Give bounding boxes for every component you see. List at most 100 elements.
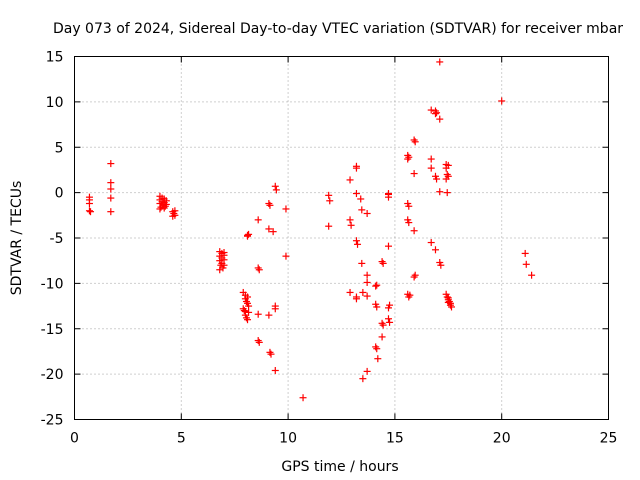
data-point: [379, 259, 387, 267]
plot-frame: [74, 56, 609, 420]
data-point: [384, 242, 392, 250]
data-point: [85, 207, 93, 215]
data-point: [107, 160, 115, 168]
data-point: [266, 348, 274, 356]
y-tick-label: -25: [41, 413, 64, 429]
data-point: [444, 161, 452, 169]
data-point: [444, 294, 452, 302]
data-point: [346, 216, 354, 224]
x-tick-label: 5: [177, 431, 186, 447]
y-tick-label: 5: [55, 140, 64, 156]
data-point: [107, 179, 115, 187]
data-point: [156, 205, 164, 213]
data-point: [410, 136, 418, 144]
data-point: [427, 155, 435, 163]
data-point: [346, 176, 354, 184]
data-point: [404, 151, 412, 159]
y-tick-label: -15: [41, 322, 64, 338]
data-point: [352, 237, 360, 245]
data-point: [384, 190, 392, 198]
data-point: [372, 343, 380, 351]
data-point: [410, 170, 418, 178]
data-points: [85, 58, 536, 402]
data-point: [107, 185, 115, 193]
data-point: [528, 271, 536, 279]
data-point: [240, 307, 248, 315]
data-point: [521, 249, 529, 257]
data-point: [358, 206, 366, 214]
data-point: [254, 216, 262, 224]
y-tick-label: 15: [46, 50, 64, 66]
data-point: [411, 138, 419, 146]
x-axis-tick-labels: 0 5 10 15 20 25: [70, 431, 617, 447]
grid-lines: [74, 56, 609, 420]
y-tick-label: -20: [41, 367, 64, 383]
data-point: [162, 200, 170, 208]
y-tick-label: -5: [50, 231, 64, 247]
data-point: [271, 305, 279, 313]
data-point: [265, 225, 273, 233]
data-point: [347, 221, 355, 229]
data-point: [358, 259, 366, 267]
data-point: [433, 109, 441, 117]
y-tick-label: 0: [55, 186, 64, 202]
data-point: [373, 345, 381, 353]
data-point: [359, 375, 367, 383]
data-point: [271, 366, 279, 374]
data-point: [255, 266, 263, 274]
y-axis-label: SDTVAR / TECUs: [9, 181, 25, 296]
data-point: [160, 204, 168, 212]
data-point: [378, 319, 386, 327]
data-point: [363, 292, 371, 300]
data-point: [352, 293, 360, 301]
data-point: [326, 197, 334, 205]
data-point: [443, 170, 451, 178]
x-tick-label: 15: [386, 431, 404, 447]
data-point: [384, 315, 392, 323]
data-point: [373, 303, 381, 311]
data-point: [427, 239, 435, 247]
data-point: [169, 212, 177, 220]
x-tick-label: 10: [279, 431, 297, 447]
x-tick-label: 0: [70, 431, 79, 447]
data-point: [357, 195, 365, 203]
data-point: [354, 240, 362, 248]
data-point: [427, 164, 435, 172]
data-point: [107, 194, 115, 202]
data-point: [378, 258, 386, 266]
x-axis-label: GPS time / hours: [281, 459, 398, 475]
data-point: [410, 227, 418, 235]
data-point: [267, 350, 275, 358]
data-point: [411, 271, 419, 279]
data-point: [378, 333, 386, 341]
y-tick-label: -10: [41, 276, 64, 292]
data-point: [436, 188, 444, 196]
data-point: [446, 299, 454, 307]
data-point: [444, 172, 452, 180]
data-point: [325, 191, 333, 199]
data-point: [352, 190, 360, 198]
chart-title: Day 073 of 2024, Sidereal Day-to-day VTE…: [53, 21, 623, 37]
y-tick-label: 10: [46, 95, 64, 111]
data-point: [363, 271, 371, 279]
data-point: [405, 219, 413, 227]
data-point: [244, 231, 252, 239]
data-point: [254, 264, 262, 272]
data-point: [216, 266, 224, 274]
data-point: [410, 273, 418, 281]
data-point: [265, 311, 273, 319]
x-tick-label: 20: [493, 431, 511, 447]
data-point: [406, 291, 414, 299]
data-point: [244, 293, 252, 301]
data-point: [363, 367, 371, 375]
data-point: [363, 209, 371, 217]
data-point: [436, 115, 444, 123]
data-point: [352, 164, 360, 172]
data-point: [272, 186, 280, 194]
data-point: [269, 228, 277, 236]
data-point: [299, 394, 307, 402]
data-point: [379, 321, 387, 329]
data-point: [374, 355, 382, 363]
data-point: [255, 338, 263, 346]
